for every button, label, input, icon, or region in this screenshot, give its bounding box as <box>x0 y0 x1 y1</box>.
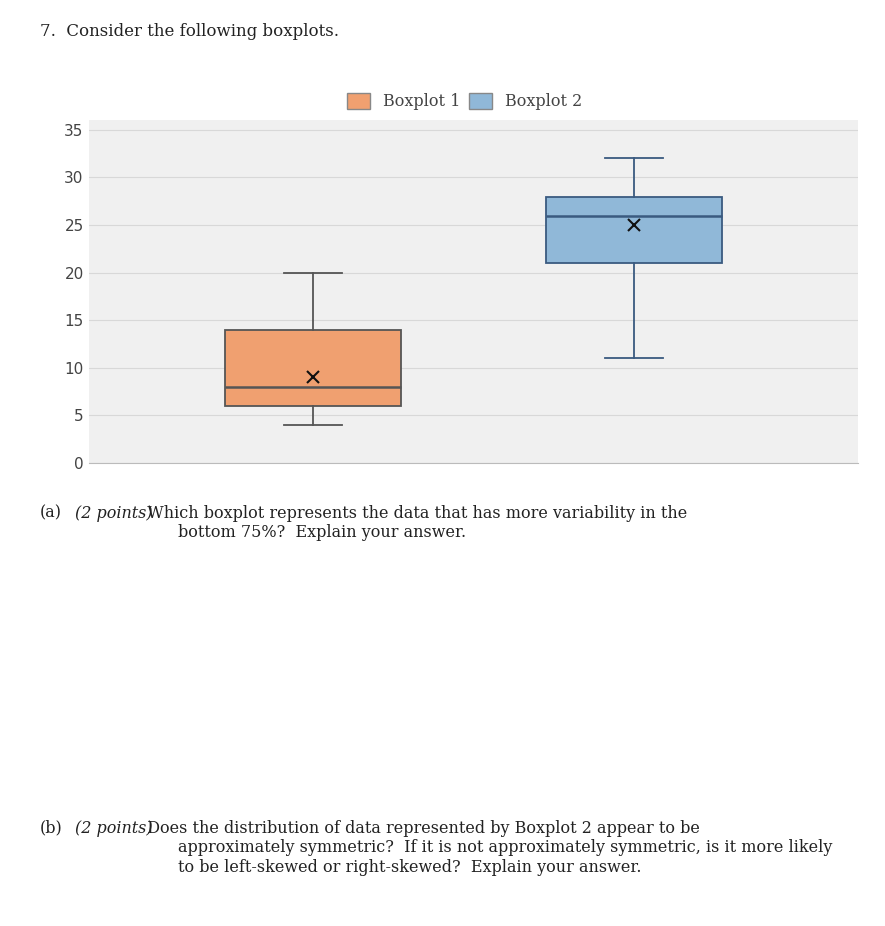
Text: 7.  Consider the following boxplots.: 7. Consider the following boxplots. <box>40 23 339 40</box>
Text: (b): (b) <box>40 820 63 836</box>
Text: (2 points): (2 points) <box>75 820 153 836</box>
Text: (2 points): (2 points) <box>75 505 153 521</box>
Legend: Boxplot 1, Boxplot 2: Boxplot 1, Boxplot 2 <box>342 89 587 115</box>
Bar <box>546 196 722 263</box>
Text: (a): (a) <box>40 505 62 521</box>
Text: Which boxplot represents the data that has more variability in the
        botto: Which boxplot represents the data that h… <box>137 505 688 542</box>
Bar <box>225 330 401 406</box>
Text: Does the distribution of data represented by Boxplot 2 appear to be
        appr: Does the distribution of data represente… <box>137 820 833 876</box>
